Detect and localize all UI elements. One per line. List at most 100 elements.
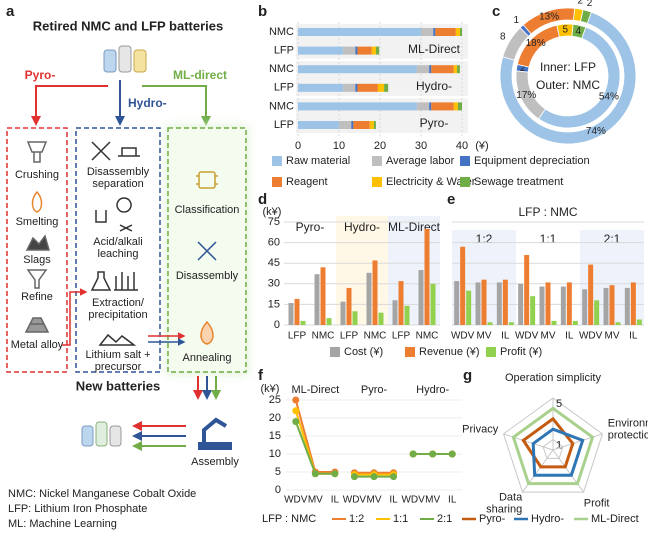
bar xyxy=(372,260,378,325)
bar-segment xyxy=(431,102,454,111)
chart-title: LFP : NMC xyxy=(518,205,577,219)
bar xyxy=(560,286,566,325)
y-tick-label: 0 xyxy=(275,484,281,496)
point xyxy=(292,407,300,415)
bar-segment xyxy=(416,65,430,74)
panel-label: b xyxy=(258,3,267,20)
bar xyxy=(466,290,472,325)
bar xyxy=(566,282,572,325)
x-tick-label: 10 xyxy=(333,140,345,152)
hydro-box xyxy=(75,127,161,373)
step-label: Smelting xyxy=(16,216,59,228)
note: ML: Machine Learning xyxy=(8,518,117,530)
legend-label: Sewage treatment xyxy=(474,176,563,188)
legend-label: Equipment depreciation xyxy=(474,155,590,167)
group-label: Hydro- xyxy=(416,79,452,93)
bar-segment xyxy=(429,65,432,74)
axis-label: Environment xyxy=(608,418,648,430)
bar-segment xyxy=(339,121,352,129)
legend-swatch xyxy=(372,177,382,187)
bar-segment xyxy=(433,28,436,36)
bar xyxy=(496,282,502,325)
bar-segment xyxy=(455,28,460,36)
bar-segment xyxy=(429,102,432,111)
x-tick-label: 20 xyxy=(374,140,386,152)
x-tick-label: LFP xyxy=(340,331,359,342)
bar xyxy=(594,300,600,325)
legend-swatch xyxy=(460,156,470,166)
arrow xyxy=(62,288,88,346)
legend-label: Profit (¥) xyxy=(500,346,542,358)
bar-segment xyxy=(435,28,456,36)
section-title: New batteries xyxy=(76,378,161,393)
bar xyxy=(524,254,530,325)
ml-icons xyxy=(196,171,218,345)
x-axis-label: (¥) xyxy=(475,140,488,152)
y-tick-label: 5 xyxy=(275,466,281,478)
category-label: NMC xyxy=(269,63,294,75)
bar xyxy=(418,270,424,325)
step-label: Assembly xyxy=(191,456,239,468)
legend-label: ML-Direct xyxy=(591,513,639,525)
bar-segment xyxy=(457,65,460,74)
group-label: ML-Direct xyxy=(408,42,461,56)
step-label: Disassembly xyxy=(87,166,150,178)
bar xyxy=(530,296,536,325)
y-tick-label: 20 xyxy=(269,412,281,424)
axis-label: Privacy xyxy=(462,424,499,436)
slice-label: 17% xyxy=(516,90,536,101)
bar xyxy=(366,272,372,325)
group-label: Hydro- xyxy=(344,220,380,234)
bar xyxy=(518,283,524,325)
x-tick-label: WDV xyxy=(515,331,539,342)
axis-label: Profit xyxy=(584,497,610,509)
bar-segment xyxy=(457,102,462,111)
step-label: precipitation xyxy=(88,309,147,321)
x-tick-label: WDV xyxy=(451,331,475,342)
radar-line xyxy=(531,427,585,477)
legend-label: 2:1 xyxy=(437,513,452,525)
slice-label: 5 xyxy=(563,25,569,36)
point xyxy=(390,473,398,481)
panel-label: f xyxy=(258,367,264,384)
x-tick-label: MV xyxy=(308,495,323,506)
bar-segment xyxy=(357,46,372,55)
legend-swatch xyxy=(486,347,496,357)
x-tick-label: IL xyxy=(331,495,340,506)
y-tick-label: 25 xyxy=(269,394,281,406)
category-label: LFP xyxy=(274,82,294,94)
center-label: Inner: LFP xyxy=(540,60,596,74)
note: LFP: Lithium Iron Phosphate xyxy=(8,503,147,515)
bar-segment xyxy=(298,83,344,92)
legend-label: Electricity & Water xyxy=(386,176,476,188)
grid-ring xyxy=(502,397,604,493)
bar-segment xyxy=(377,83,385,92)
point xyxy=(448,450,456,458)
step-label: Refine xyxy=(21,291,53,303)
legend-label: 1:2 xyxy=(349,513,364,525)
radar-line xyxy=(511,406,595,486)
bar-segment xyxy=(343,46,356,55)
x-tick-label: MV xyxy=(605,331,620,342)
bar xyxy=(320,267,326,325)
bar xyxy=(636,319,642,325)
bar-segment xyxy=(298,121,339,129)
x-tick-label: MV xyxy=(477,331,492,342)
bar-segment xyxy=(351,121,354,129)
x-tick-label: WDV xyxy=(401,495,425,506)
r-tick-label: 1 xyxy=(556,440,562,452)
y-tick-label: 15 xyxy=(268,298,280,310)
x-tick-label: 40 xyxy=(456,140,468,152)
bar xyxy=(630,282,636,325)
bar-segment xyxy=(384,83,389,92)
diagram-title: Retired NMC and LFP batteries xyxy=(33,18,223,33)
slice-label: 2 xyxy=(577,0,583,7)
bar-segment xyxy=(373,121,376,129)
bar xyxy=(624,287,630,325)
bar-segment xyxy=(416,102,430,111)
bar-segment xyxy=(298,46,344,55)
r-tick-label: 5 xyxy=(556,398,562,410)
legend-label: Cost (¥) xyxy=(344,346,383,358)
bar-segment xyxy=(355,46,358,55)
donut-slice xyxy=(499,11,637,145)
